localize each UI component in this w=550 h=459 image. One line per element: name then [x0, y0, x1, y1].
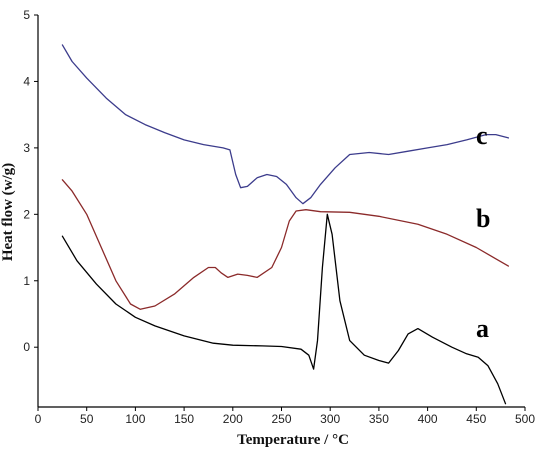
axes — [37, 15, 525, 408]
x-tick-label: 100 — [125, 412, 145, 426]
series-group — [61, 44, 510, 405]
x-tick-label: 50 — [80, 412, 94, 426]
x-tick-label: 150 — [174, 412, 194, 426]
y-tick-label: 2 — [23, 207, 30, 221]
x-tick-label: 350 — [369, 412, 389, 426]
series-line-b — [61, 179, 510, 310]
series-label-b: b — [476, 204, 490, 233]
x-tick-label: 500 — [515, 412, 535, 426]
x-ticks: 0 50 100 150 200 250 300 350 400 450 500 — [35, 407, 535, 426]
y-tick-label: 5 — [23, 8, 30, 22]
x-tick-label: 400 — [418, 412, 438, 426]
x-tick-label: 450 — [466, 412, 486, 426]
x-tick-label: 250 — [271, 412, 291, 426]
y-tick-label: 0 — [23, 340, 30, 354]
x-axis-title: Temperature / °C — [237, 432, 349, 448]
y-axis-title: Heat flow (w/g) — [0, 163, 16, 261]
x-tick-label: 0 — [35, 412, 42, 426]
y-tick-label: 3 — [23, 141, 30, 155]
series-label-c: c — [476, 121, 488, 150]
x-tick-label: 300 — [320, 412, 340, 426]
x-tick-label: 200 — [223, 412, 243, 426]
series-label-a: a — [476, 314, 489, 343]
y-tick-label: 1 — [23, 274, 30, 288]
series-line-a — [61, 213, 507, 405]
y-tick-label: 4 — [23, 74, 30, 88]
series-line-c — [61, 44, 510, 205]
y-ticks: 0 1 2 3 4 5 — [23, 8, 38, 354]
